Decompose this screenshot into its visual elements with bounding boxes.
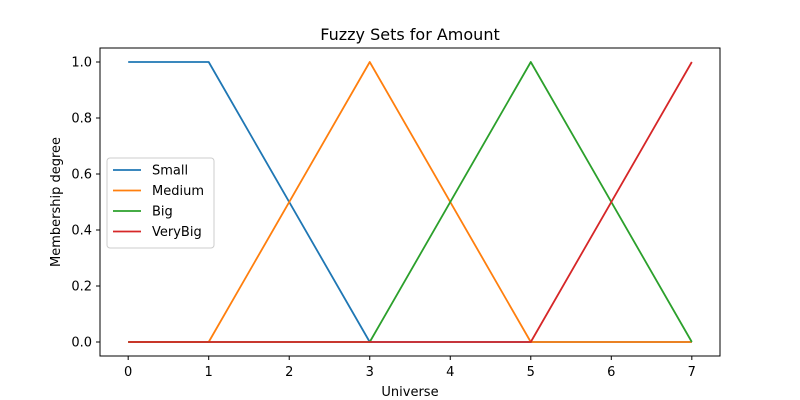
y-tick-label: 0.4	[71, 224, 92, 239]
x-tick-label: 5	[527, 365, 535, 380]
legend: Small Medium Big VeryBig	[106, 157, 215, 249]
y-tick-label: 0.0	[71, 336, 92, 351]
x-tick-label: 4	[446, 365, 454, 380]
legend-entry-big: Big	[152, 205, 173, 220]
series-line-verybig	[128, 61, 693, 343]
x-tick-label: 7	[688, 365, 696, 380]
y-tick-label: 1.0	[71, 56, 92, 71]
x-tick-label: 3	[366, 365, 374, 380]
x-tick-label: 0	[124, 365, 132, 380]
plot-area	[128, 61, 693, 343]
y-tick-label: 0.6	[71, 168, 92, 183]
legend-entry-medium: Medium	[152, 184, 204, 199]
legend-box	[106, 157, 215, 249]
x-axis-ticks: 0 1 2 3 4 5 6 7	[124, 356, 696, 380]
axes-frame	[99, 47, 721, 357]
x-tick-label: 2	[285, 365, 293, 380]
x-axis-label: Universe	[381, 385, 438, 400]
chart-title: Fuzzy Sets for Amount	[320, 25, 499, 44]
legend-entry-verybig: VeryBig	[152, 225, 202, 240]
y-tick-label: 0.8	[71, 112, 92, 127]
x-tick-label: 6	[607, 365, 615, 380]
y-tick-label: 0.2	[71, 280, 92, 295]
x-tick-label: 1	[205, 365, 213, 380]
y-axis-ticks: 0.0 0.2 0.4 0.6 0.8 1.0	[71, 56, 100, 351]
y-axis-label: Membership degree	[49, 137, 64, 267]
legend-entry-small: Small	[152, 164, 188, 179]
